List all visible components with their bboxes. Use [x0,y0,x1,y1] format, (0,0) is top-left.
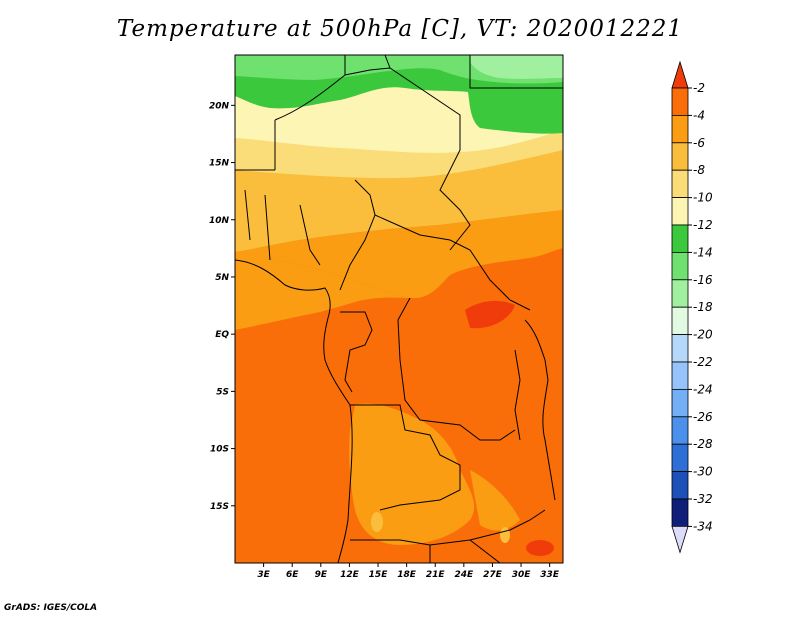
colorbar-swatch [671,115,689,144]
temperature-field [235,55,563,563]
colorbar-label: -18 [693,300,713,314]
footer-credit: GrADS: IGES/COLA [4,603,98,613]
colorbar-swatch [671,279,689,308]
lat-tick-label: 5S [216,387,229,397]
colorbar-swatch [671,443,689,473]
map-title: Temperature at 500hPa [C], VT: 202001222… [116,16,684,42]
colorbar-swatch [671,169,689,198]
colorbar-label: -6 [693,136,705,150]
colorbar-label: -26 [693,410,713,424]
colorbar-bottom-arrow [671,526,689,554]
colorbar-swatch [671,224,689,253]
colorbar-swatch [671,306,689,336]
lon-tick-label: 24E [454,570,474,580]
colorbar-label: -28 [693,437,713,451]
lat-tick-label: 15S [210,502,229,512]
lon-tick-label: 30E [512,570,532,580]
country-borders [235,55,563,563]
lon-tick-label: 15E [369,570,389,580]
map-frame [234,54,564,564]
colorbar-swatch [671,471,689,500]
colorbar-swatch [671,388,689,418]
colorbar-swatch [671,251,689,281]
lat-tick-label: 20N [209,101,230,111]
lon-tick-label: 12E [340,570,360,580]
colorbar-swatch [671,87,689,116]
colorbar-label: -10 [693,191,713,205]
lon-tick-label: 9E [315,570,328,580]
lon-tick-label: 33E [540,570,560,580]
lat-tick-label: 10N [209,216,230,226]
colorbar-top-arrow [671,60,689,89]
colorbar-label: -20 [693,328,713,342]
lat-tick-label: EQ [215,330,229,340]
colorbar-label: -4 [693,108,705,122]
lon-tick-label: 27E [483,570,503,580]
colorbar-label: -32 [693,492,713,506]
colorbar: -2 -4 -6 -8 -10 -12 -14 -16 -18 -20 -22 -24 -26 -28 -3… [671,60,713,554]
lat-tick-label: 10S [210,445,229,455]
colorbar-swatch [671,334,689,363]
latitude-axis: 20N 15N 10N 5N EQ 5S 10S 15S [209,101,235,512]
lon-tick-label: 21E [426,570,446,580]
colorbar-swatch [671,142,689,171]
longitude-axis: 3E 6E 9E 12E 15E 18E 21E 24E 27E 30E 33E [257,563,560,580]
lon-tick-label: 18E [397,570,417,580]
colorbar-label: -12 [693,218,713,232]
colorbar-label: -14 [693,245,713,259]
colorbar-swatch [671,498,689,527]
colorbar-label: -24 [693,382,713,396]
colorbar-swatch [671,416,689,445]
lat-tick-label: 15N [209,159,230,169]
colorbar-swatch [671,197,689,226]
lon-tick-label: 6E [286,570,299,580]
colorbar-label: -2 [693,81,705,95]
colorbar-label: -8 [693,163,705,177]
colorbar-label: -16 [693,273,713,287]
colorbar-swatch [671,361,689,390]
colorbar-label: -30 [693,465,713,479]
colorbar-label: -34 [693,519,713,533]
colorbar-label: -22 [693,355,713,369]
lon-tick-label: 3E [257,570,270,580]
lat-tick-label: 5N [215,273,229,283]
